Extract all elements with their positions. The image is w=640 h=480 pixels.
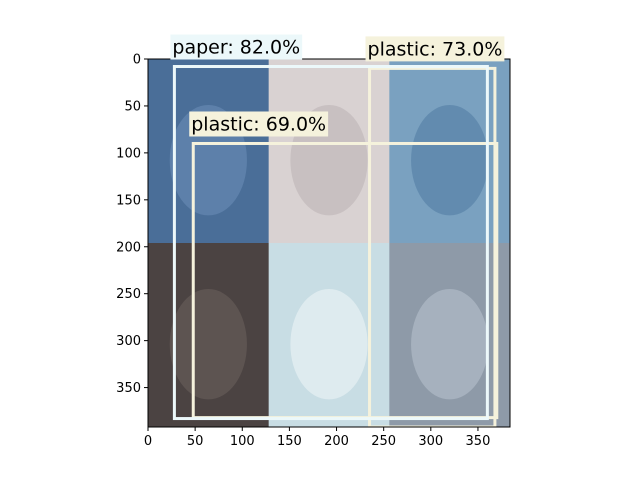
image-tile-crumpled-paper <box>268 243 390 427</box>
detection-label-1: plastic: 69.0% <box>189 111 329 137</box>
x-tick-label: 300 <box>418 434 443 449</box>
image-tile-brown-cardboard <box>148 243 270 427</box>
detection-label-2: plastic: 73.0% <box>365 36 505 62</box>
detection-labels: plastic: 69.0% plastic: 73.0% paper: 82.0% <box>170 34 505 137</box>
image-tile-blue-paper-fold <box>148 59 270 244</box>
y-tick-label: 250 <box>116 287 141 302</box>
image-area <box>148 59 510 427</box>
x-tick-label: 350 <box>466 434 491 449</box>
detection-label-text: plastic: 73.0% <box>368 38 503 60</box>
detection-label-text: paper: 82.0% <box>172 37 300 59</box>
y-tick-label: 350 <box>116 381 141 396</box>
image-tile-blue-box <box>389 59 510 244</box>
x-tick-label: 150 <box>277 434 302 449</box>
y-tick-label: 300 <box>116 334 141 349</box>
image-tile-plastic-bag <box>389 243 510 427</box>
x-tick-label: 250 <box>371 434 396 449</box>
detection-box-3 <box>172 65 489 421</box>
detection-box-2 <box>368 66 497 427</box>
x-tick-label: 100 <box>230 434 255 449</box>
axis-ticks: 0 50 100 150 200 250 300 350 0 50 100 150 200 250 300 3… <box>116 53 490 450</box>
x-tick-label: 200 <box>324 434 349 449</box>
y-tick-label: 50 <box>124 99 141 114</box>
x-tick-label: 50 <box>187 434 204 449</box>
y-tick-label: 100 <box>116 146 141 161</box>
y-tick-label: 150 <box>116 193 141 208</box>
axes-frame <box>147 58 511 428</box>
x-tick-label: 0 <box>144 434 152 449</box>
y-tick-label: 0 <box>133 53 141 68</box>
image-tile-glass-bottle <box>268 59 390 244</box>
detection-boxes <box>172 65 499 427</box>
y-tick-label: 200 <box>116 240 141 255</box>
detection-label-3: paper: 82.0% <box>170 34 303 60</box>
detection-label-text: plastic: 69.0% <box>191 113 326 135</box>
